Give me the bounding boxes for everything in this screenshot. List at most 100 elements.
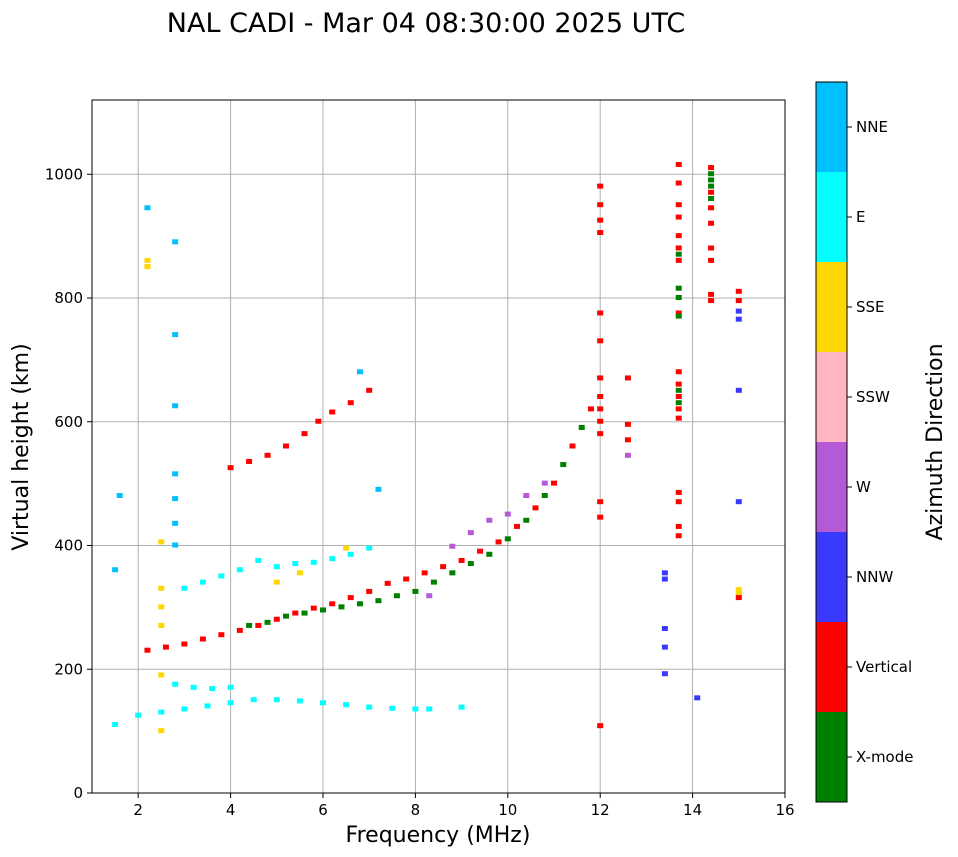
data-point xyxy=(532,505,539,511)
y-tick-label: 1000 xyxy=(45,165,83,183)
data-point xyxy=(597,202,604,208)
colorbar-label-x-mode: X-mode xyxy=(856,748,913,766)
y-ticks: 0 200 400 600 800 1000 xyxy=(45,165,92,802)
data-point xyxy=(523,517,530,523)
data-point xyxy=(735,499,742,505)
data-point xyxy=(181,706,188,712)
data-point xyxy=(384,580,391,586)
data-point xyxy=(320,607,326,613)
data-point xyxy=(356,369,363,375)
data-point xyxy=(264,619,271,625)
data-point xyxy=(329,601,336,607)
colorbar-label: Azimuth Direction xyxy=(923,343,948,540)
data-point xyxy=(375,598,382,604)
data-point xyxy=(735,592,742,597)
data-point xyxy=(597,499,604,505)
data-point xyxy=(172,403,179,409)
data-point xyxy=(675,251,682,257)
trace-w-scatter xyxy=(426,452,631,599)
x-tick-label: 6 xyxy=(318,801,328,819)
data-point xyxy=(320,700,326,706)
data-point xyxy=(273,697,280,703)
data-point xyxy=(661,644,668,650)
data-point xyxy=(236,567,243,573)
data-point xyxy=(199,579,206,585)
x-axis-label: Frequency (MHz) xyxy=(346,823,531,848)
data-point xyxy=(301,610,308,616)
x-tick-label: 16 xyxy=(775,801,794,819)
data-point xyxy=(449,570,456,576)
trace-oblique-e-trace xyxy=(181,545,373,591)
x-tick-label: 4 xyxy=(226,801,236,819)
data-point xyxy=(158,672,165,678)
data-point xyxy=(708,183,715,189)
data-point xyxy=(158,622,165,628)
trace-isolated-echoes xyxy=(112,205,382,573)
data-point xyxy=(708,291,715,297)
data-point xyxy=(708,220,715,226)
data-point xyxy=(236,627,243,633)
data-point xyxy=(440,564,447,570)
data-point xyxy=(675,415,682,421)
data-point xyxy=(181,585,188,591)
data-point xyxy=(343,702,350,708)
data-point xyxy=(158,728,165,734)
x-tick-label: 14 xyxy=(683,801,702,819)
data-point xyxy=(273,616,280,622)
data-point xyxy=(283,443,290,449)
trace-x-mode-trace xyxy=(246,424,585,628)
colorbar-label-e: E xyxy=(856,208,865,226)
data-point xyxy=(366,704,373,710)
data-point xyxy=(366,545,373,551)
data-point xyxy=(675,489,682,495)
data-point xyxy=(315,418,322,424)
data-point xyxy=(486,551,493,557)
data-point xyxy=(347,551,354,557)
data-point xyxy=(477,548,484,554)
data-point xyxy=(227,684,234,690)
data-point xyxy=(172,681,179,687)
data-point xyxy=(624,437,631,443)
data-point xyxy=(735,387,742,393)
grid-lines xyxy=(92,100,786,794)
data-point xyxy=(675,394,682,399)
data-point xyxy=(172,239,179,245)
data-point xyxy=(356,601,363,607)
data-point xyxy=(569,443,576,449)
data-point xyxy=(597,217,604,223)
colorbar-swatch xyxy=(816,622,847,712)
y-tick-label: 600 xyxy=(54,413,83,431)
data-point xyxy=(514,523,521,529)
colorbar-swatch xyxy=(816,82,847,172)
data-point xyxy=(735,298,742,304)
data-point xyxy=(735,587,742,593)
trace-spread-echo-14.4-mhz xyxy=(708,165,715,304)
data-point xyxy=(347,400,354,406)
data-point xyxy=(708,298,715,304)
data-point xyxy=(283,613,290,619)
data-point xyxy=(458,704,465,710)
trace-spread-echo-13.7-mhz-green xyxy=(675,251,682,406)
colorbar-swatch xyxy=(816,712,847,802)
data-point xyxy=(708,257,715,263)
y-axis-label: Virtual height (km) xyxy=(9,343,34,550)
x-ticks: 2 4 6 8 10 12 14 16 xyxy=(133,793,795,819)
data-points xyxy=(112,161,742,734)
data-point xyxy=(675,161,682,167)
y-tick-label: 400 xyxy=(54,537,83,555)
data-point xyxy=(329,556,336,562)
data-point xyxy=(597,310,604,316)
data-point xyxy=(708,196,715,201)
data-point xyxy=(486,517,493,523)
data-point xyxy=(338,604,345,610)
data-point xyxy=(144,647,151,653)
data-point xyxy=(597,394,604,399)
data-point xyxy=(343,545,350,551)
data-point xyxy=(735,308,742,314)
data-point xyxy=(675,533,682,539)
colorbar-frame xyxy=(815,81,848,803)
trace-sse-scatter xyxy=(144,257,742,734)
data-point xyxy=(675,523,682,529)
trace-e-layer-echo-upper xyxy=(172,681,234,692)
